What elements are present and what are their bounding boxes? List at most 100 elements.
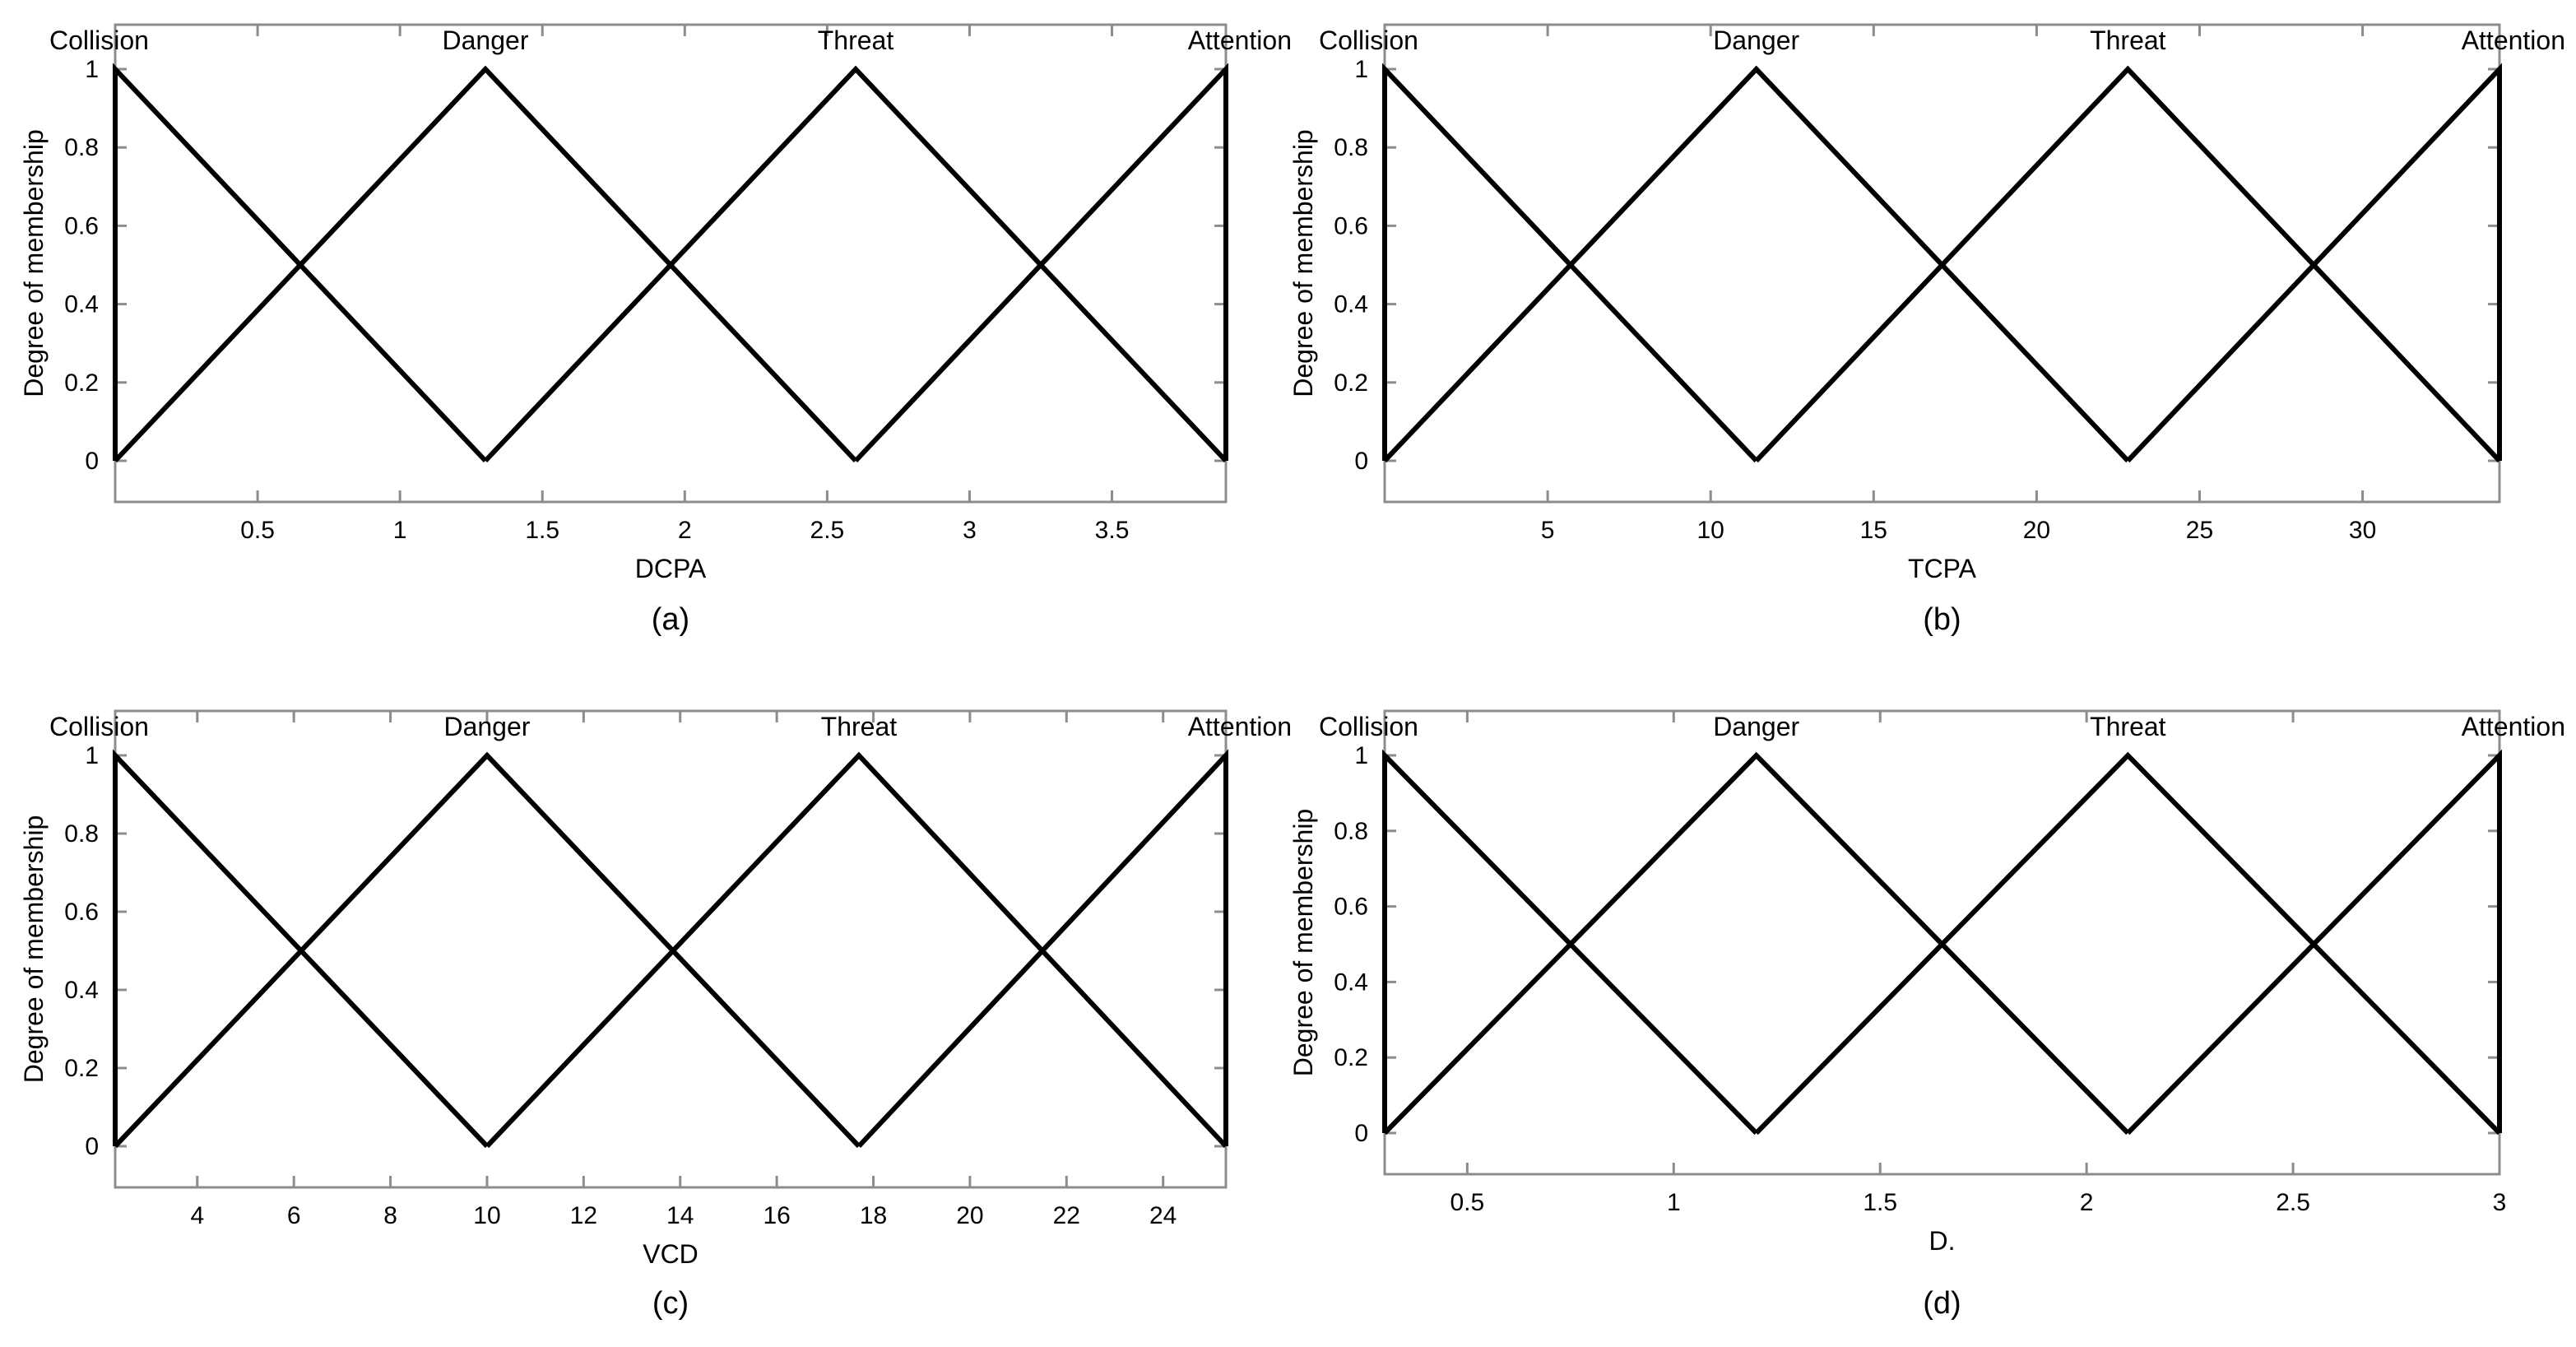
x-tick-label: 0.5 (1450, 1189, 1485, 1216)
mf-label-threat: Threat (2090, 26, 2166, 55)
mf-label-attention: Attention (1188, 26, 1292, 55)
mf-label-attention: Attention (2462, 712, 2565, 741)
series-line-danger (113, 751, 861, 1149)
y-tick-label: 0.4 (64, 291, 99, 318)
mf-label-attention: Attention (1188, 712, 1292, 741)
y-tick-label: 0 (85, 1133, 99, 1160)
x-axis-label: DCPA (635, 554, 707, 583)
panel-caption: (c) (652, 1286, 689, 1321)
panel-caption: (b) (1923, 602, 1961, 637)
series-line-collision (1382, 63, 1758, 463)
series-line-attention (2126, 63, 2502, 463)
x-tick-label: 22 (1053, 1202, 1080, 1229)
y-tick-label: 1 (1354, 742, 1368, 769)
y-tick-label: 0.8 (1334, 134, 1368, 161)
panel-caption: (d) (1923, 1286, 1961, 1321)
y-tick-label: 1 (1354, 56, 1368, 83)
y-tick-label: 1 (85, 742, 99, 769)
y-tick-label: 0.4 (1334, 291, 1368, 318)
x-tick-label: 2.5 (2276, 1189, 2310, 1216)
x-tick-label: 15 (1860, 517, 1887, 544)
x-tick-label: 2.5 (810, 517, 845, 544)
chart-panel-3: 00.20.40.60.814 6 8 10 12 14 16 18 20 22 24Collisi… (19, 709, 1292, 1321)
series-line-attention (856, 749, 1228, 1149)
y-tick-label: 0.8 (64, 134, 99, 161)
y-tick-label: 0.2 (64, 369, 99, 397)
y-tick-label: 0.4 (1334, 968, 1368, 996)
x-tick-label: 1.5 (525, 517, 559, 544)
x-tick-label: 16 (763, 1202, 790, 1229)
x-tick-label: 1 (393, 517, 407, 544)
series-line-collision (1382, 749, 1758, 1136)
y-tick-label: 0 (1354, 448, 1368, 475)
series-line-collision (113, 749, 490, 1149)
x-tick-label: 10 (1697, 517, 1724, 544)
y-tick-label: 0 (85, 448, 99, 475)
mf-label-danger: Danger (443, 26, 529, 55)
x-tick-label: 25 (2186, 517, 2213, 544)
series-line-danger (1382, 751, 2130, 1136)
y-tick-label: 0.4 (64, 977, 99, 1004)
y-axis-label: Degree of membership (19, 815, 49, 1083)
mf-label-collision: Collision (49, 712, 149, 741)
x-tick-label: 4 (190, 1202, 204, 1229)
mf-label-danger: Danger (443, 712, 530, 741)
y-tick-label: 0.2 (64, 1055, 99, 1082)
y-axis-label: Degree of membership (1288, 129, 1318, 397)
y-tick-label: 0.8 (1334, 818, 1368, 845)
mf-label-threat: Threat (2090, 712, 2166, 741)
series-line-attention (2126, 749, 2502, 1136)
x-axis-label: D. (1929, 1226, 1956, 1256)
y-tick-label: 0.6 (1334, 212, 1368, 239)
mf-label-collision: Collision (1319, 26, 1418, 55)
y-tick-label: 0.6 (1334, 894, 1368, 921)
x-tick-label: 3.5 (1095, 517, 1130, 544)
series-line-threat (485, 751, 1228, 1149)
y-tick-label: 0.6 (64, 899, 99, 926)
mf-label-threat: Threat (818, 26, 894, 55)
x-tick-label: 18 (860, 1202, 887, 1229)
series-line-attention (853, 63, 1228, 463)
x-axis-label: VCD (643, 1239, 699, 1269)
y-tick-label: 0.2 (1334, 369, 1368, 397)
x-tick-label: 3 (963, 517, 977, 544)
mf-label-collision: Collision (1319, 712, 1418, 741)
series-line-collision (113, 63, 488, 463)
y-axis-label: Degree of membership (19, 129, 49, 397)
mf-label-collision: Collision (49, 26, 149, 55)
panel-caption: (a) (652, 602, 689, 637)
series-line-threat (483, 65, 1228, 463)
x-tick-label: 3 (2493, 1189, 2507, 1216)
y-axis-label: Degree of membership (1288, 809, 1318, 1076)
y-tick-label: 0 (1354, 1120, 1368, 1147)
x-tick-label: 6 (287, 1202, 301, 1229)
x-tick-label: 10 (473, 1202, 500, 1229)
mf-label-danger: Danger (1713, 712, 1799, 741)
x-tick-label: 14 (666, 1202, 694, 1229)
y-tick-label: 0.2 (1334, 1044, 1368, 1071)
y-tick-label: 0.6 (64, 212, 99, 239)
y-tick-label: 0.8 (64, 820, 99, 848)
y-tick-label: 1 (85, 56, 99, 83)
x-tick-label: 24 (1149, 1202, 1177, 1229)
x-tick-label: 2 (2080, 1189, 2094, 1216)
chart-panel-1: 0 0.2 0.4 0.6 0.8 1 0.5 1 1.5 2 2.5 3 3.5 Collision Da… (19, 23, 1292, 637)
x-tick-label: 20 (956, 1202, 983, 1229)
x-tick-label: 12 (570, 1202, 597, 1229)
series-line-threat (1754, 65, 2502, 463)
chart-panel-4: 0 0.2 0.4 0.6 0.8 1 0.5 1 1.5 2 2.5 3 Collision Dange… (1288, 709, 2565, 1321)
series-line-danger (113, 65, 858, 463)
series-line-threat (1754, 751, 2502, 1136)
x-tick-label: 20 (2023, 517, 2050, 544)
mf-label-attention: Attention (2462, 26, 2565, 55)
x-tick-label: 1 (1667, 1189, 1681, 1216)
x-tick-label: 2 (678, 517, 692, 544)
mf-label-threat: Threat (821, 712, 898, 741)
x-tick-label: 30 (2349, 517, 2376, 544)
x-tick-label: 1.5 (1863, 1189, 1897, 1216)
x-axis-label: TCPA (1908, 554, 1977, 583)
x-tick-label: 5 (1541, 517, 1555, 544)
x-tick-label: 8 (383, 1202, 397, 1229)
